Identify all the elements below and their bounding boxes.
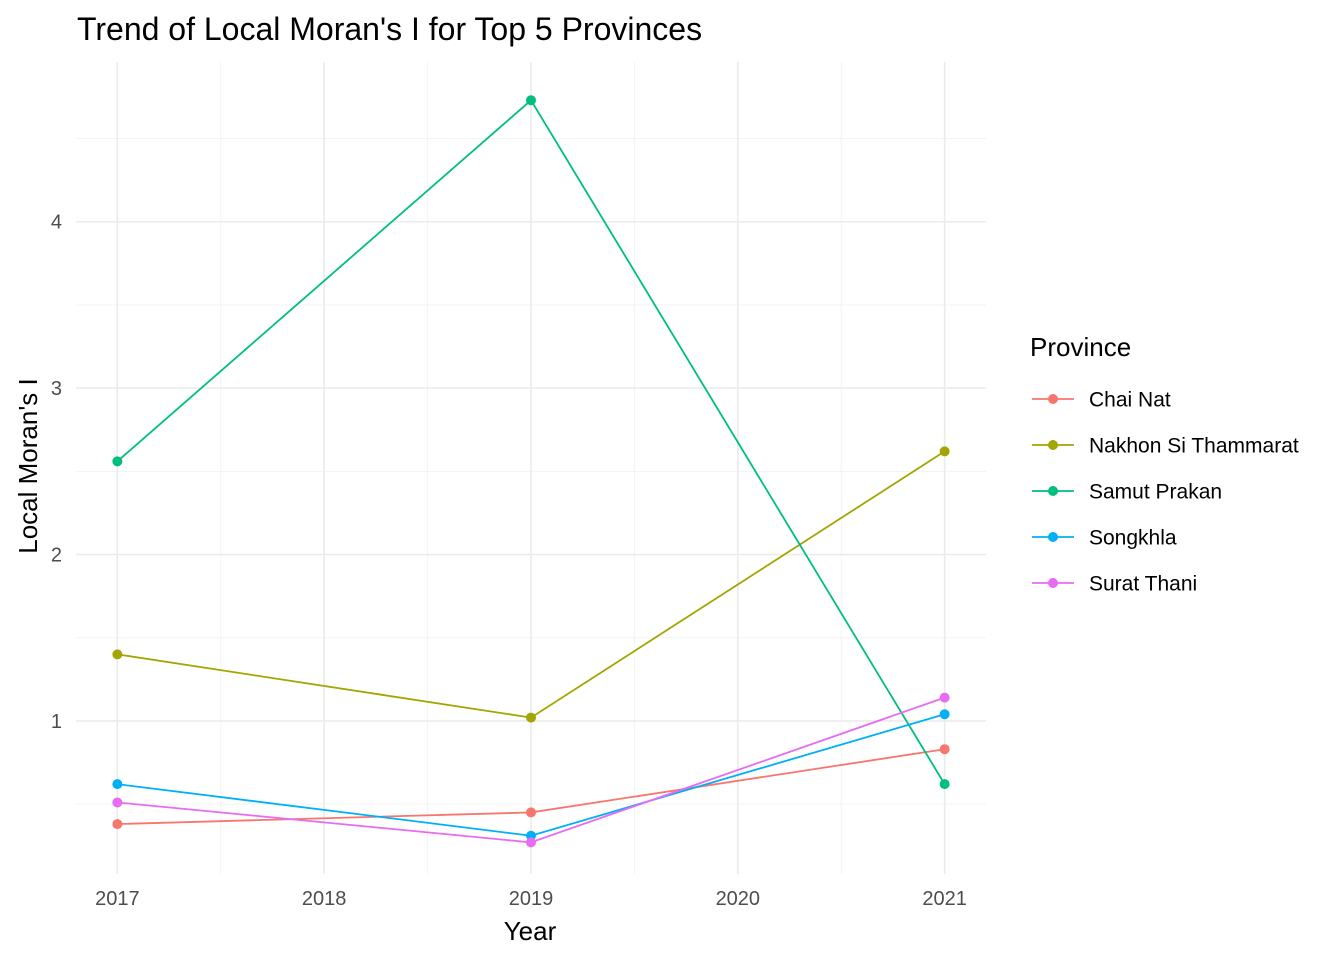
y-axis-ticks: 1 2 3 4 bbox=[51, 212, 62, 733]
data-point bbox=[112, 797, 123, 808]
legend-label: Surat Thani bbox=[1089, 573, 1197, 596]
legend-key-point bbox=[1048, 578, 1058, 588]
legend-key-point bbox=[1048, 394, 1058, 404]
legend-title: Province bbox=[1030, 332, 1131, 362]
data-point bbox=[939, 709, 950, 720]
data-point bbox=[526, 712, 536, 723]
data-point bbox=[939, 692, 950, 703]
legend-label: Nakhon Si Thammarat bbox=[1089, 435, 1299, 458]
legend-label: Songkhla bbox=[1089, 527, 1177, 550]
data-point bbox=[526, 95, 536, 106]
series-points bbox=[112, 95, 950, 848]
y-tick-label: 1 bbox=[51, 711, 62, 733]
x-tick-label: 2019 bbox=[509, 888, 554, 910]
y-tick-label: 2 bbox=[51, 545, 62, 567]
data-point bbox=[112, 819, 123, 830]
data-point bbox=[939, 744, 950, 755]
x-tick-label: 2020 bbox=[716, 888, 761, 910]
data-point bbox=[112, 456, 123, 467]
y-tick-label: 3 bbox=[51, 378, 62, 400]
chart-title: Trend of Local Moran's I for Top 5 Provi… bbox=[77, 11, 702, 47]
x-tick-label: 2017 bbox=[95, 888, 140, 910]
x-axis-title: Year bbox=[504, 916, 557, 946]
legend-key-point bbox=[1048, 486, 1058, 496]
grid bbox=[76, 62, 986, 874]
y-tick-label: 4 bbox=[51, 212, 62, 234]
legend: Province Chai Nat Nakhon Si Thammarat Samu… bbox=[1030, 332, 1299, 596]
y-axis-title: Local Moran's I bbox=[13, 378, 43, 554]
data-point bbox=[526, 837, 536, 848]
x-tick-label: 2021 bbox=[922, 888, 967, 910]
data-point bbox=[939, 446, 950, 457]
legend-label: Samut Prakan bbox=[1089, 481, 1222, 504]
data-point bbox=[939, 779, 950, 790]
x-tick-label: 2018 bbox=[302, 888, 347, 910]
data-point bbox=[112, 779, 123, 790]
legend-key-point bbox=[1048, 440, 1058, 450]
legend-label: Chai Nat bbox=[1089, 389, 1171, 412]
x-axis-ticks: 2017 2018 2019 2020 2021 bbox=[95, 888, 967, 910]
legend-key-point bbox=[1048, 532, 1058, 542]
data-point bbox=[112, 649, 123, 660]
data-point bbox=[526, 807, 536, 818]
